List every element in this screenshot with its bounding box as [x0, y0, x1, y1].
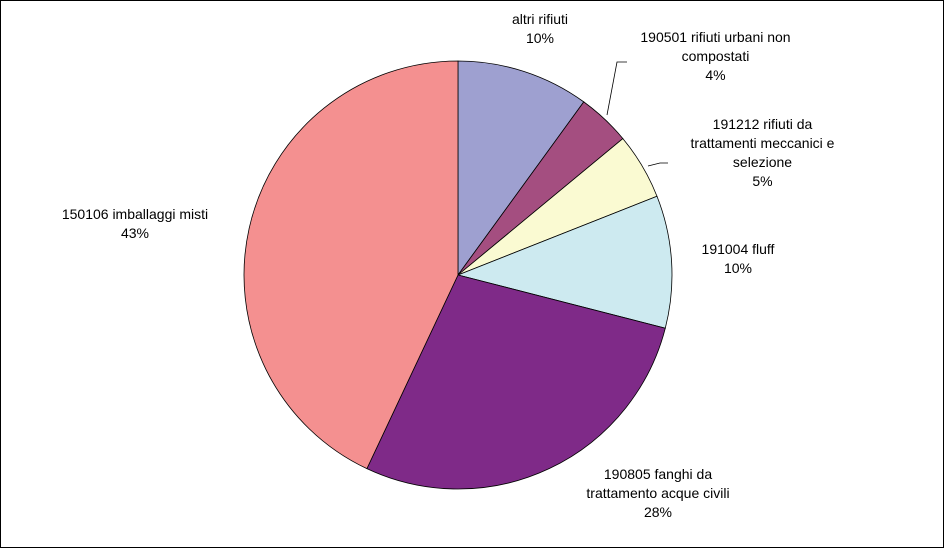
slice-label: 191004 fluff 10% [688, 240, 788, 278]
pie-slice [243, 60, 459, 470]
value-label: 10% [723, 260, 753, 276]
pie-slice [456, 195, 673, 329]
category-label: altri rifiuti [511, 11, 568, 27]
slice-label: 191212 rifiuti da trattamenti meccanici … [680, 115, 845, 191]
leader-line [647, 162, 668, 167]
category-label: 190501 rifiuti urbani non compostati [640, 29, 791, 64]
category-label: 190805 fanghi da trattamento acque civil… [586, 466, 730, 501]
slice-label: 190501 rifiuti urbani non compostati 4% [628, 28, 803, 85]
category-label: 150106 imballaggi misti [61, 206, 209, 222]
pie [243, 60, 673, 490]
value-label: 5% [752, 173, 773, 189]
value-label: 4% [705, 67, 726, 83]
slice-label: altri rifiuti 10% [490, 10, 590, 48]
category-label: 191212 rifiuti da trattamenti meccanici … [690, 116, 835, 170]
value-label: 10% [525, 30, 555, 46]
leader-line [606, 61, 627, 116]
slice-label: 190805 fanghi da trattamento acque civil… [568, 465, 748, 522]
pie-slice [457, 60, 585, 277]
slice-label: 150106 imballaggi misti 43% [15, 205, 255, 243]
category-label: 191004 fluff [701, 241, 775, 257]
pie-slice [366, 274, 666, 490]
value-label: 28% [643, 504, 673, 520]
value-label: 43% [120, 225, 150, 241]
